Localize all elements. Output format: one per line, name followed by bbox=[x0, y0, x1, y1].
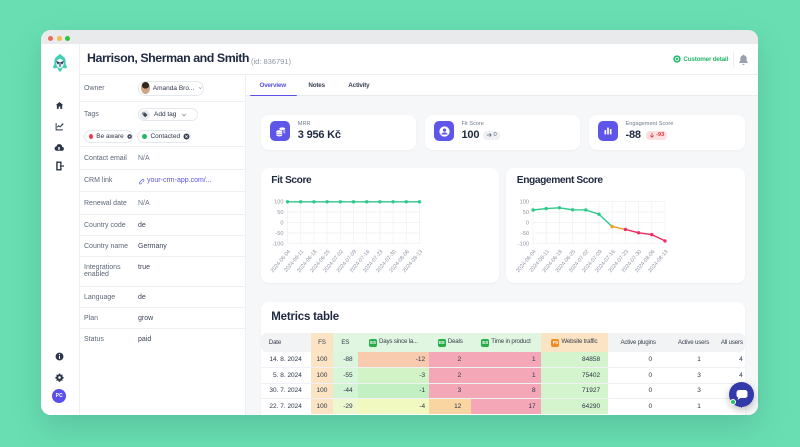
svg-text:-50: -50 bbox=[275, 231, 283, 237]
svg-text:0: 0 bbox=[280, 220, 283, 226]
svg-text:0: 0 bbox=[526, 220, 529, 226]
svg-text:50: 50 bbox=[523, 210, 529, 216]
svg-text:-100: -100 bbox=[272, 241, 283, 247]
svg-text:50: 50 bbox=[277, 210, 283, 216]
svg-text:100: 100 bbox=[520, 199, 529, 205]
svg-text:-100: -100 bbox=[518, 241, 529, 247]
svg-text:100: 100 bbox=[274, 199, 283, 205]
svg-text:-50: -50 bbox=[521, 231, 529, 237]
